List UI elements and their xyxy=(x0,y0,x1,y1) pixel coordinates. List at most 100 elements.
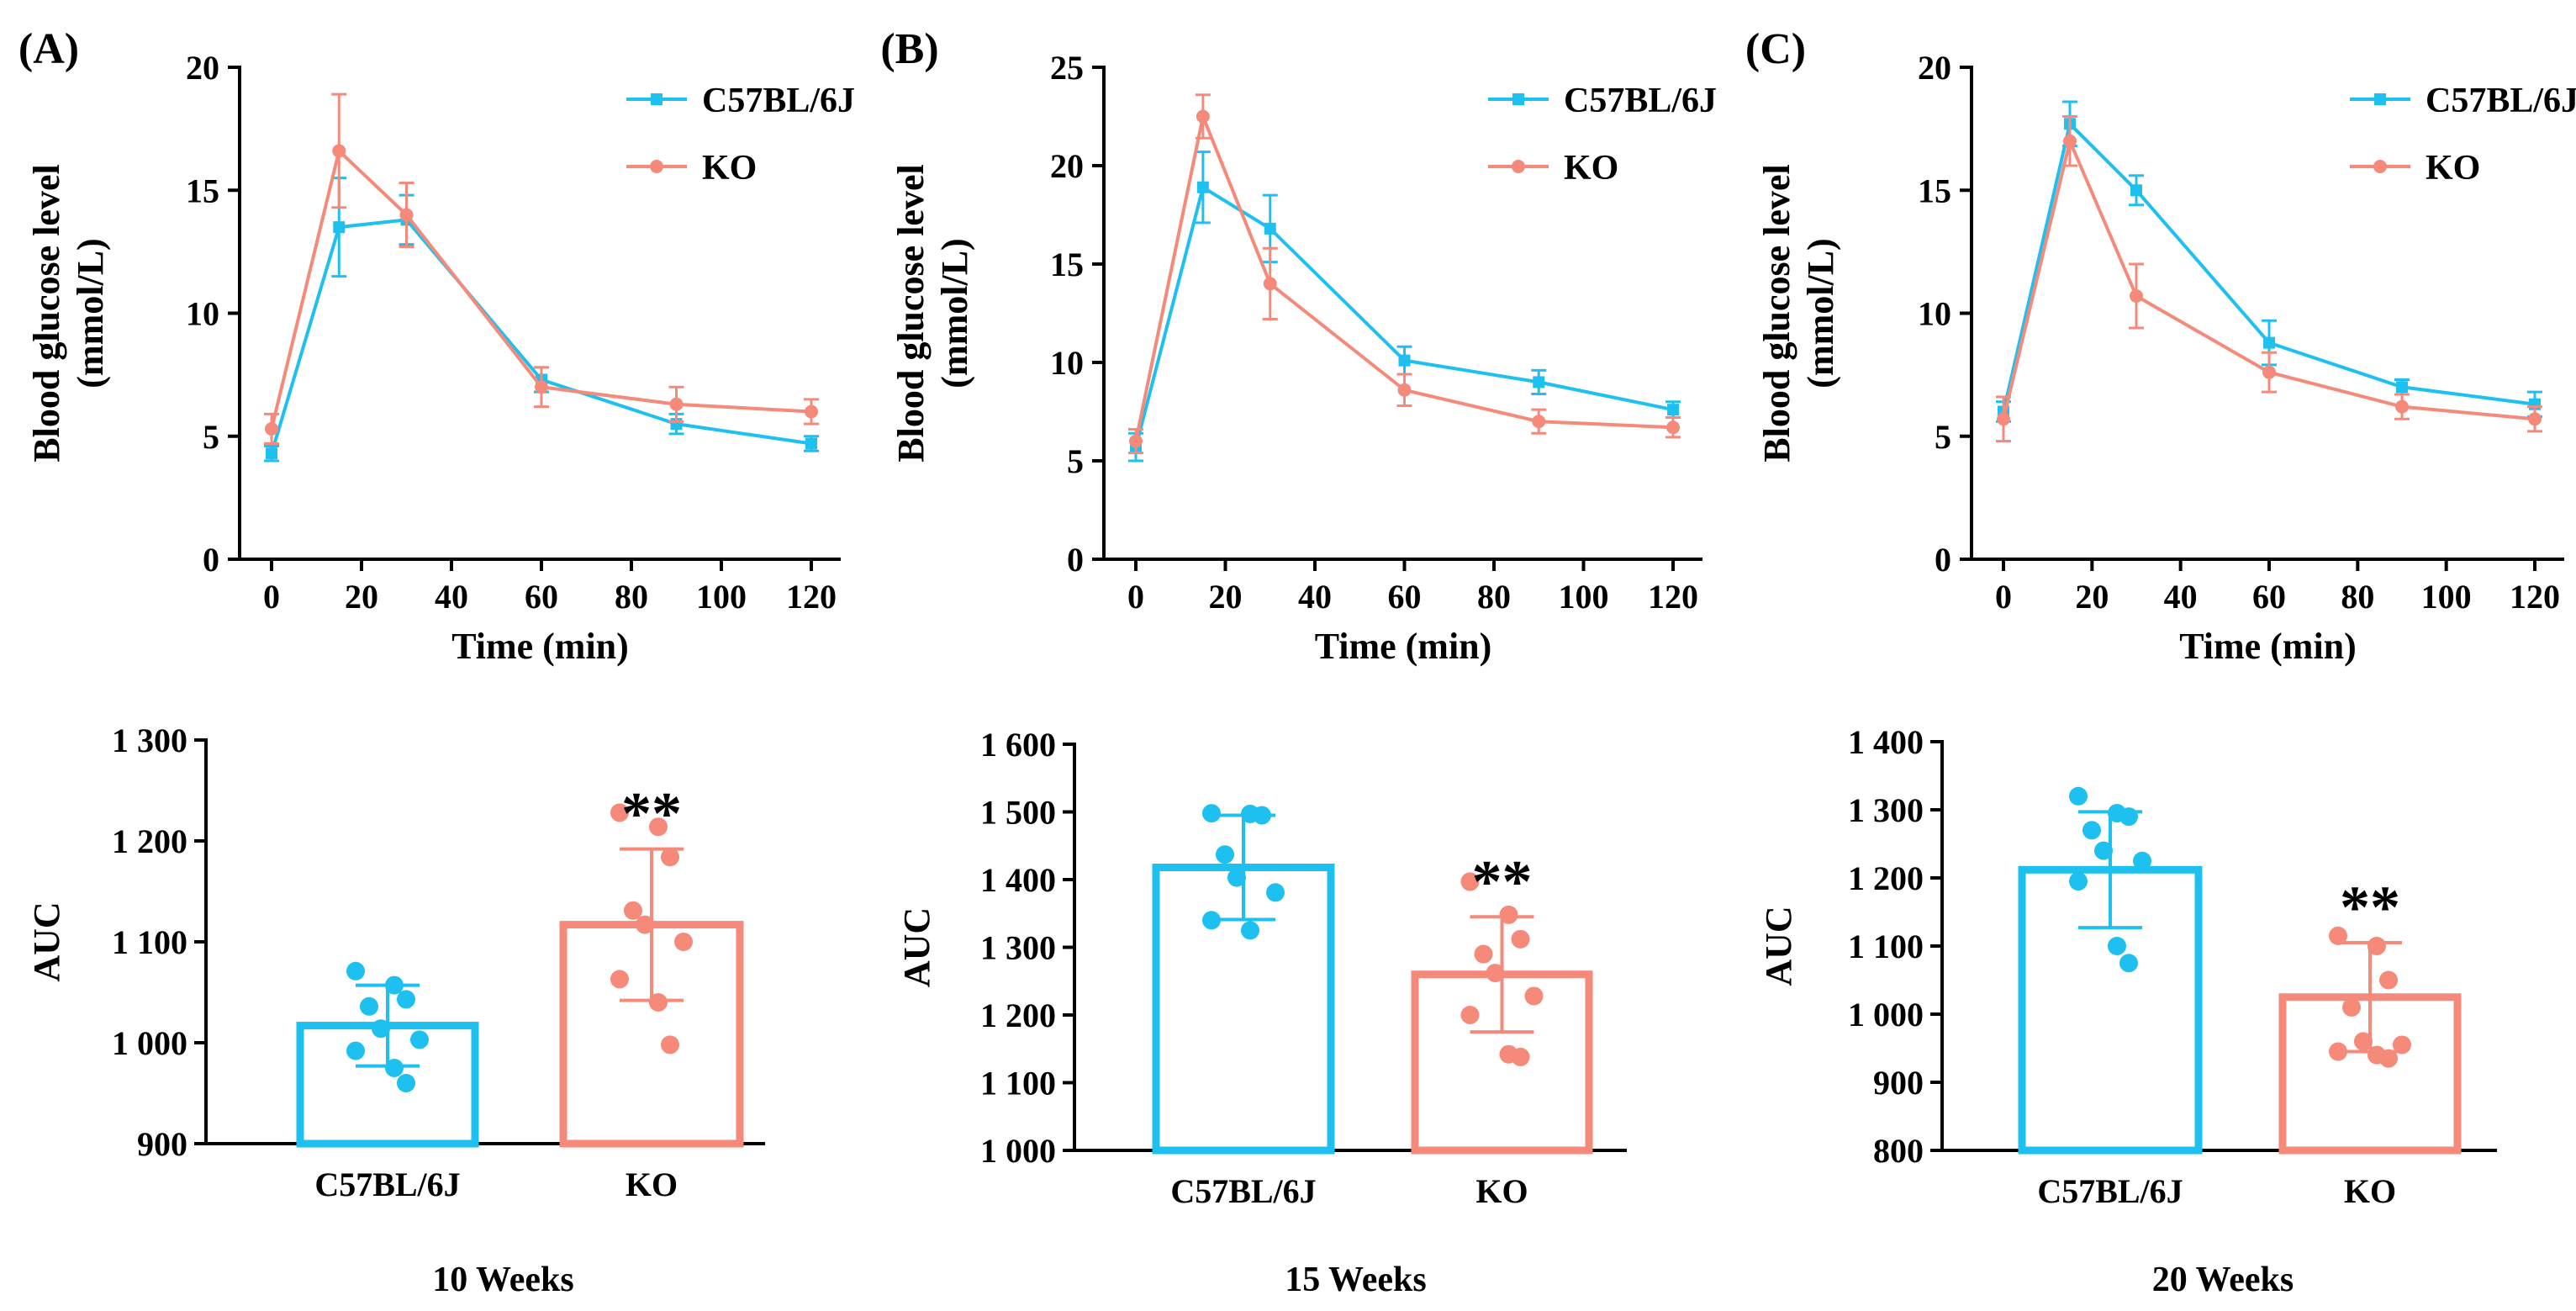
legend-label: KO xyxy=(702,149,757,188)
data-point xyxy=(1666,420,1680,435)
y-tick-label: 1 000 xyxy=(112,1024,187,1062)
x-tick-label: 120 xyxy=(2510,578,2560,616)
y-tick-label: 1 300 xyxy=(980,929,1056,967)
legend-label: C57BL/6J xyxy=(702,82,855,120)
data-point xyxy=(2262,365,2276,379)
scatter-point xyxy=(1460,872,1480,891)
panel-label: (B) xyxy=(880,25,938,73)
y-tick-label: 0 xyxy=(203,541,219,579)
y-tick-label: 1 400 xyxy=(980,861,1056,899)
series-line-c57bl6j xyxy=(270,218,812,454)
scatter-point xyxy=(2342,997,2361,1017)
group-title: 15 Weeks xyxy=(1285,1261,1426,1299)
y-tick-label: 25 xyxy=(1050,49,1084,87)
x-tick-label: 120 xyxy=(1648,578,1698,616)
y-tick-label: 15 xyxy=(1918,172,1951,209)
scatter-point xyxy=(649,993,668,1012)
y-tick-label: 0 xyxy=(1935,541,1951,579)
x-axis-title: Time (min) xyxy=(2179,626,2357,667)
scatter-point xyxy=(2069,786,2088,806)
y-axis-title-line2: (mmol/L) xyxy=(934,238,975,388)
data-point xyxy=(1264,222,1276,235)
y-axis-title-line2: (mmol/L) xyxy=(1800,238,1841,388)
data-point xyxy=(669,397,684,411)
x-tick-label: 60 xyxy=(2252,578,2286,616)
y-tick-label: 5 xyxy=(1935,418,1951,456)
y-tick-label: 10 xyxy=(1050,344,1084,382)
legend-label: KO xyxy=(1564,149,1618,188)
y-tick-label: 20 xyxy=(186,49,219,87)
significance-marker: ** xyxy=(621,780,682,848)
data-point xyxy=(1196,109,1210,124)
legend-marker xyxy=(1512,93,1524,105)
data-point xyxy=(2263,336,2275,349)
scatter-point xyxy=(610,803,629,822)
scatter-point xyxy=(2082,821,2101,840)
x-tick-label: 20 xyxy=(2075,578,2109,616)
y-tick-label: 1 300 xyxy=(1848,791,1924,829)
scatter-point xyxy=(410,1030,429,1049)
significance-marker: ** xyxy=(1472,848,1533,915)
scatter-point xyxy=(661,848,679,867)
data-point xyxy=(2396,381,2408,394)
data-point xyxy=(332,144,346,158)
x-tick-label: 100 xyxy=(2421,578,2472,616)
data-point xyxy=(1667,404,1679,416)
line-chart-b: (B) 0 5 10 15 20 25 0 20 40 60 80 100 120 Time (min) Bl… xyxy=(880,25,1717,667)
data-point xyxy=(1997,412,2010,426)
y-axis-title-line1: Blood glucose level xyxy=(26,164,67,462)
data-point xyxy=(265,421,278,436)
y-tick-label: 1 200 xyxy=(980,996,1056,1034)
x-category-label: C57BL/6J xyxy=(2037,1172,2183,1210)
scatter-point xyxy=(1202,911,1221,930)
y-axis-title: AUC xyxy=(26,901,67,981)
data-point xyxy=(1533,376,1545,389)
y-tick-label: 900 xyxy=(137,1125,187,1163)
y-tick-label: 1 100 xyxy=(1848,928,1924,965)
x-tick-label: 60 xyxy=(1388,578,1422,616)
y-tick-label: 1 100 xyxy=(980,1065,1056,1102)
x-tick-label: 40 xyxy=(435,578,468,616)
scatter-point xyxy=(2133,851,2151,870)
legend-label: C57BL/6J xyxy=(2426,82,2576,120)
y-tick-label: 20 xyxy=(1918,49,1951,87)
scatter-point xyxy=(1202,804,1221,823)
series-line-ko xyxy=(1134,110,1674,442)
data-point xyxy=(1397,383,1412,397)
scatter-point xyxy=(397,990,415,1009)
y-tick-label: 800 xyxy=(1873,1132,1924,1170)
scatter-point xyxy=(2069,872,2088,891)
data-point xyxy=(2063,134,2077,148)
scatter-point xyxy=(2329,926,2347,945)
y-axis-title-line1: Blood glucose level xyxy=(890,164,932,462)
scatter-point xyxy=(1266,883,1285,902)
x-axis-title: Time (min) xyxy=(451,626,629,667)
data-point xyxy=(333,221,346,234)
scatter-point xyxy=(360,996,378,1016)
data-point xyxy=(805,404,818,419)
scatter-point xyxy=(2108,937,2126,955)
data-point xyxy=(1532,415,1546,429)
x-tick-label: 0 xyxy=(1127,578,1144,616)
scatter-point xyxy=(372,1019,390,1039)
data-point xyxy=(2130,184,2142,197)
axis-lines xyxy=(238,66,841,561)
y-tick-label: 15 xyxy=(186,172,219,209)
axis-lines xyxy=(1102,66,1702,561)
y-tick-label: 1 500 xyxy=(980,794,1056,832)
scatter-point xyxy=(2329,1042,2347,1061)
series-line-c57bl6j xyxy=(1134,184,1674,448)
x-tick-label: 60 xyxy=(525,578,558,616)
significance-marker: ** xyxy=(2340,874,2400,941)
y-tick-label: 1 000 xyxy=(980,1132,1056,1170)
group-title: 20 Weeks xyxy=(2152,1261,2294,1299)
scatter-point xyxy=(2354,1032,2373,1051)
axis-lines xyxy=(1970,66,2564,561)
data-point xyxy=(535,380,548,394)
x-tick-label: 0 xyxy=(263,578,280,616)
legend-marker xyxy=(650,160,663,173)
scatter-point xyxy=(1474,944,1493,964)
y-axis-title-line1: Blood glucose level xyxy=(1756,164,1797,462)
y-tick-label: 10 xyxy=(186,295,219,333)
legend-label: KO xyxy=(2426,149,2480,188)
